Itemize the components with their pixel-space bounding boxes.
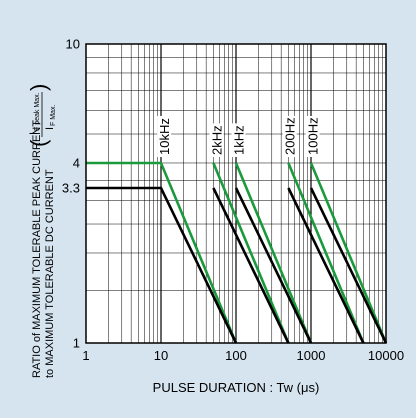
frequency-label-backing xyxy=(305,116,320,157)
grid xyxy=(86,44,386,343)
y-tick-label: 10 xyxy=(66,37,80,52)
x-tick-label: 10000 xyxy=(368,348,404,363)
y-axis-label-line2: to MAXIMUM TOLERABLE DC CURRENT xyxy=(44,169,56,378)
y-tick-label: 4 xyxy=(73,155,80,170)
x-tick-label: 10 xyxy=(154,348,168,363)
frequency-labels: 10kHz 2kHz 1kHz 200Hz 100Hz xyxy=(157,116,321,157)
ratio-numerator: I xyxy=(28,132,40,135)
y-tick-labels: 1 3.3 4 10 xyxy=(62,37,80,351)
frequency-label-backing xyxy=(282,116,297,157)
plot-frame xyxy=(85,43,387,344)
frequency-label: 1kHz xyxy=(232,125,247,155)
y-tick-label: 3.3 xyxy=(62,180,80,195)
series-green-line xyxy=(234,162,313,344)
frequency-label: 200Hz xyxy=(283,117,298,155)
x-tick-label: 1000 xyxy=(297,348,326,363)
ratio-numerator-sub: F peak Max. xyxy=(34,92,41,131)
frequency-label: 100Hz xyxy=(306,117,321,155)
series-green-line xyxy=(287,162,365,344)
x-tick-labels: 1 10 100 1000 10000 xyxy=(82,348,404,363)
ratio-open-paren: ( xyxy=(26,139,51,147)
x-tick-label: 1 xyxy=(82,348,89,363)
frequency-label: 10kHz xyxy=(157,118,172,155)
ratio-denominator: I xyxy=(44,127,56,130)
x-axis-label: PULSE DURATION : Tw (μs) xyxy=(153,380,320,395)
y-axis-label-line1: RATIO of MAXIMUM TOLERABLE PEAK CURRENT xyxy=(31,120,43,378)
y-tick-label: 1 xyxy=(73,336,80,351)
frequency-label-backing xyxy=(231,123,246,157)
series-black-line xyxy=(212,187,290,344)
series-layer xyxy=(86,161,388,344)
frequency-label: 2kHz xyxy=(210,125,225,155)
series-green-line xyxy=(212,162,290,344)
series-black-line xyxy=(234,187,313,344)
series-green-line xyxy=(86,161,238,344)
y-axis-label: RATIO of MAXIMUM TOLERABLE PEAK CURRENT … xyxy=(26,84,57,378)
frequency-label-backing xyxy=(157,116,172,157)
frequency-label-backing xyxy=(209,123,224,157)
x-tick-label: 100 xyxy=(225,348,247,363)
series-black-line xyxy=(287,187,365,344)
series-green-line xyxy=(309,162,388,344)
ratio-close-paren: ) xyxy=(26,84,51,91)
series-black-line xyxy=(86,186,238,344)
ratio-denominator-sub: F Max. xyxy=(50,105,57,126)
series-black-line xyxy=(309,187,388,344)
